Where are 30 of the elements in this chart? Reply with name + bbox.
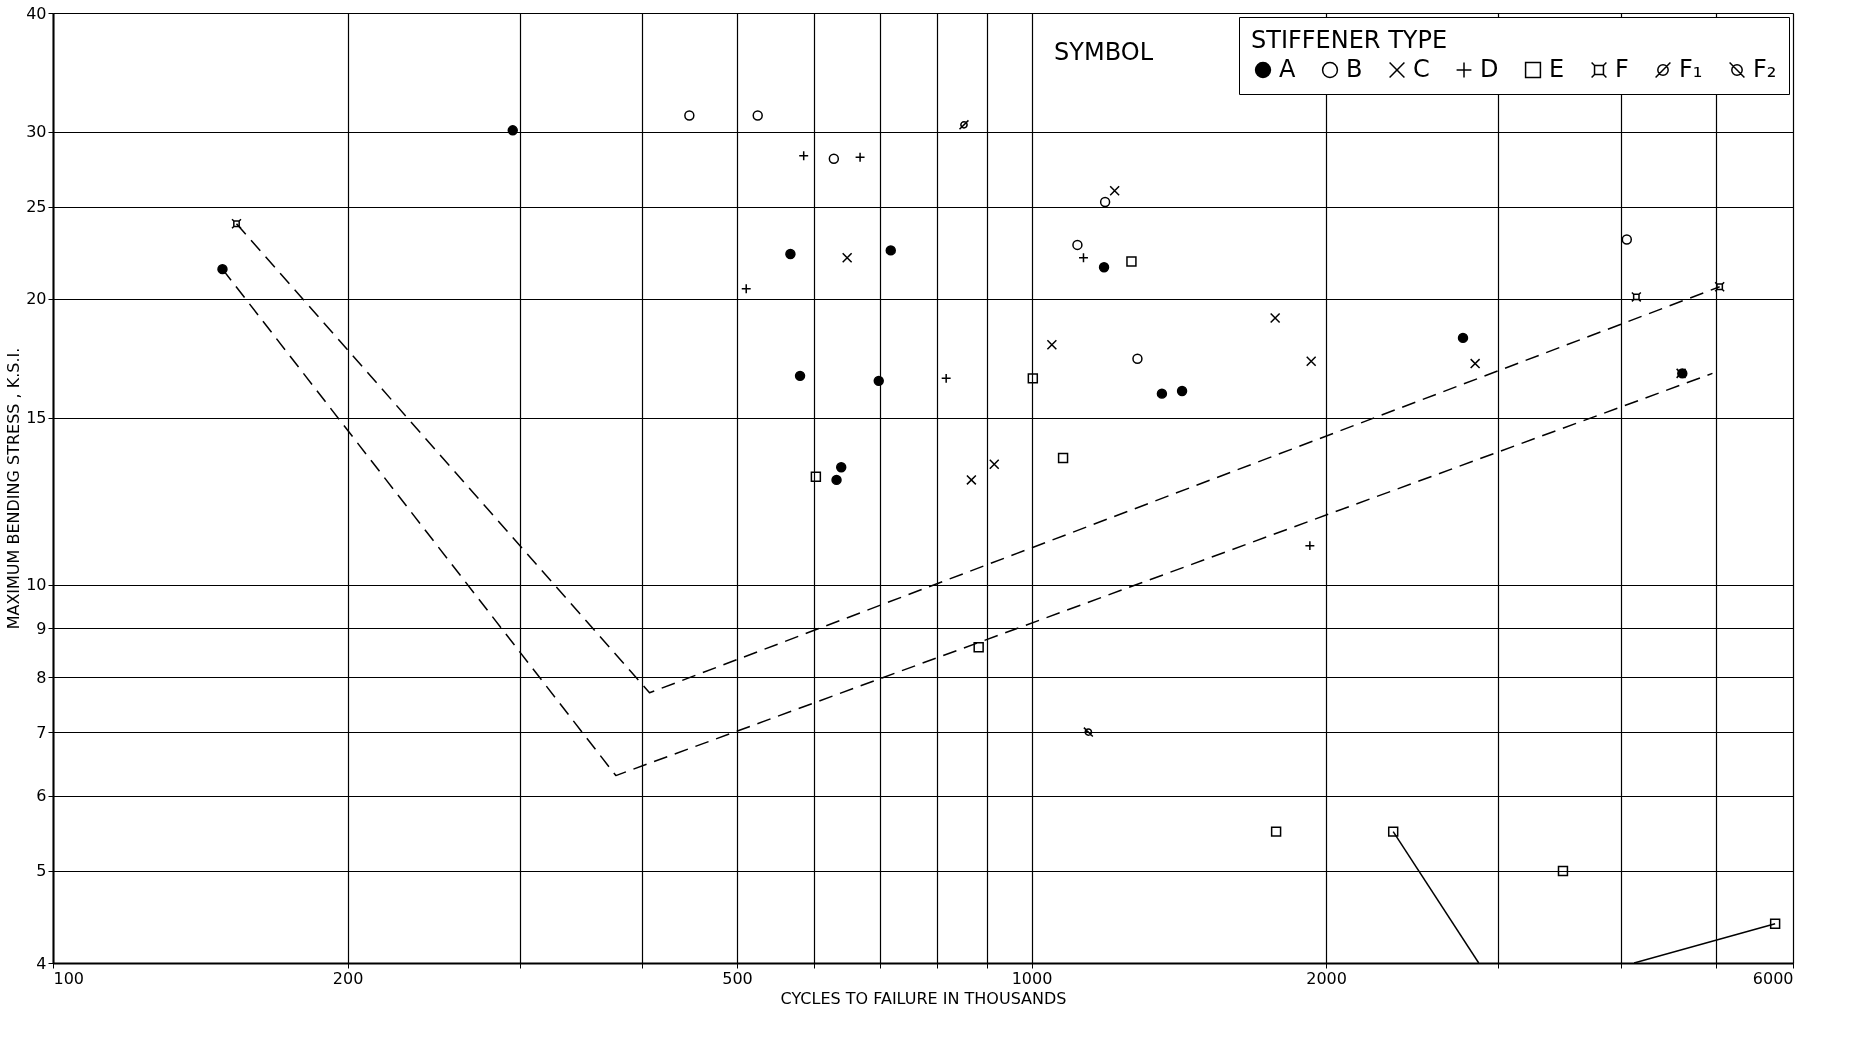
- legend-label: F: [1615, 55, 1629, 83]
- y-tick-label: 9: [36, 618, 47, 638]
- y-tick-label: 20: [26, 289, 47, 309]
- y-axis-title: MAXIMUM BENDING STRESS , K.S.I.: [4, 347, 24, 630]
- y-tick-label: 8: [36, 667, 47, 687]
- x-tick-label: 100: [53, 968, 85, 988]
- x-tick-label: 1000: [1011, 968, 1053, 988]
- y-tick-label: 4: [36, 953, 47, 973]
- legend-label: F₂: [1753, 55, 1777, 83]
- y-tick-label: 30: [26, 122, 47, 142]
- legend-label: A: [1279, 55, 1296, 83]
- y-tick-label: 15: [26, 408, 47, 428]
- y-tick-label: 6: [36, 786, 47, 806]
- annotation: SYMBOL: [1054, 38, 1154, 66]
- x-tick-label: 6000: [1752, 968, 1794, 988]
- x-axis-title: CYCLES TO FAILURE IN THOUSANDS: [780, 988, 1067, 1008]
- x-tick-label: 200: [332, 968, 364, 988]
- x-tick-label: 2000: [1306, 968, 1347, 988]
- y-tick-label: 40: [26, 3, 47, 23]
- legend-label: F₁: [1679, 55, 1703, 83]
- x-tick-label: 500: [722, 968, 753, 988]
- legend-label: C: [1413, 55, 1430, 83]
- y-tick-label: 7: [36, 722, 47, 742]
- y-tick-label: 10: [26, 575, 47, 595]
- legend-label: E: [1549, 55, 1565, 83]
- legend-label: D: [1480, 55, 1499, 83]
- legend-label: B: [1346, 55, 1363, 83]
- legend-title: STIFFENER TYPE: [1251, 26, 1448, 54]
- y-tick-label: 25: [26, 197, 47, 217]
- y-tick-label: 5: [36, 861, 47, 881]
